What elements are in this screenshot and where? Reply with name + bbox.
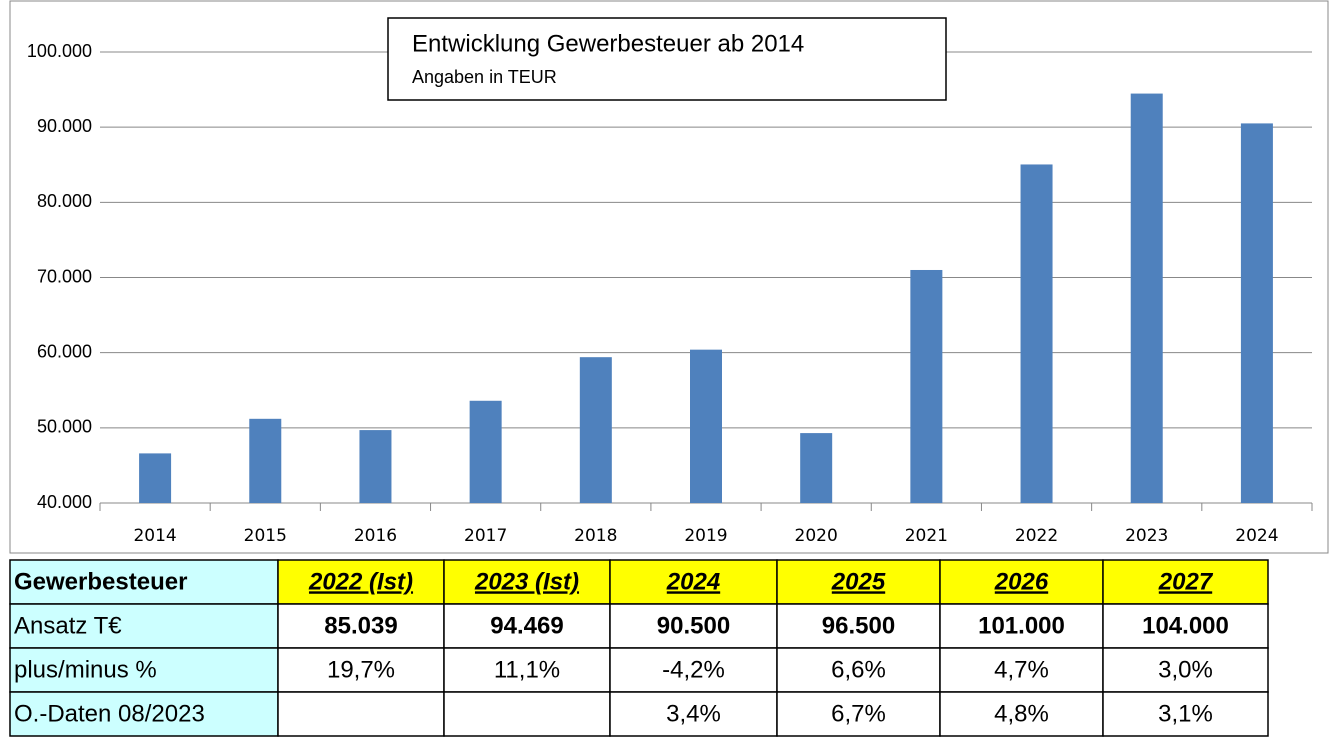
table-cell: [277, 603, 445, 649]
y-tick-label: 60.000: [37, 341, 92, 361]
x-tick-label: 2024: [1235, 526, 1278, 546]
bar: [359, 430, 392, 503]
bar: [579, 357, 612, 503]
title-box: [387, 17, 947, 101]
table-text: 96.500: [822, 612, 895, 639]
y-tick-label: 40.000: [37, 492, 92, 512]
table-text: 6,7%: [831, 700, 886, 727]
table-cell: [1102, 603, 1269, 649]
table-cell: [609, 691, 778, 737]
y-tick-label: 80.000: [37, 191, 92, 211]
y-tick-label: 100.000: [27, 41, 92, 61]
table-text: 6,6%: [831, 656, 886, 683]
table-cell: [9, 691, 279, 737]
x-tick-label: 2016: [354, 526, 397, 546]
table-text: 3,4%: [666, 700, 721, 727]
table-header: 2026: [994, 568, 1049, 595]
table-text: 3,1%: [1158, 700, 1213, 727]
x-tick-label: 2021: [905, 526, 948, 546]
bar: [800, 433, 833, 503]
table-text: 11,1%: [494, 656, 560, 683]
y-tick-label: 90.000: [37, 116, 92, 136]
table-text: O.-Daten 08/2023: [14, 700, 205, 727]
bar: [469, 400, 502, 503]
table-cell: [9, 559, 279, 605]
table-text: -4,2%: [662, 656, 725, 683]
plot: 40.000 50.000 60.000 70.000 80.000 90.000 100.…: [27, 41, 1313, 546]
bar: [1130, 93, 1163, 504]
table-cell: [776, 647, 941, 693]
table-cell: [609, 647, 778, 693]
x-tick-label: 2022: [1015, 526, 1058, 546]
x-tick-label: 2019: [684, 526, 727, 546]
x-tick-label: 2023: [1125, 526, 1168, 546]
table-cell: [9, 647, 279, 693]
y-tick-label: 70.000: [37, 266, 92, 286]
table-header: 2023 (Ist): [474, 568, 579, 595]
bar: [139, 453, 172, 503]
table-text: 85.039: [324, 612, 397, 639]
table-cell: [939, 559, 1104, 605]
table-text: Ansatz T€: [14, 612, 122, 639]
table-cell: [1102, 559, 1269, 605]
table-header: 2022 (Ist): [308, 568, 413, 595]
bar: [910, 269, 943, 503]
table-header: 2025: [831, 568, 886, 595]
table-cell: [443, 603, 611, 649]
table-text: 19,7%: [327, 656, 395, 683]
table-text: 101.000: [978, 612, 1065, 639]
table-text: 3,0%: [1158, 656, 1213, 683]
bar: [690, 349, 722, 503]
table-header: Gewerbesteuer: [14, 568, 187, 595]
x-tick-label: 2015: [244, 526, 287, 546]
table-cell: [1102, 691, 1269, 737]
bar: [1240, 123, 1273, 504]
table-header: 2024: [666, 568, 720, 595]
chart-title: Entwicklung Gewerbesteuer ab 2014: [412, 30, 804, 57]
table-text: 90.500: [657, 612, 730, 639]
y-tick-label: 50.000: [37, 417, 92, 437]
table-cell: [277, 559, 445, 605]
table: Gewerbesteuer 2022 (Ist) 2023 (Ist) 2024 202…: [9, 559, 1269, 737]
table-header: 2027: [1158, 568, 1214, 595]
x-tick-label: 2018: [574, 526, 617, 546]
table-cell: [443, 691, 611, 737]
table-text: plus/minus %: [14, 656, 157, 683]
table-text: 94.469: [490, 612, 563, 639]
table-cell: [776, 691, 941, 737]
table-text: 4,8%: [994, 700, 1049, 727]
table-text: 104.000: [1142, 612, 1229, 639]
bar: [1020, 164, 1053, 503]
table-cell: [776, 559, 941, 605]
chart-subtitle: Angaben in TEUR: [412, 67, 557, 87]
bar: [249, 418, 282, 503]
x-tick-label: 2014: [133, 526, 176, 546]
x-tick-label: 2017: [464, 526, 507, 546]
table-text: 4,7%: [994, 656, 1049, 683]
table-cell: [1102, 647, 1269, 693]
x-tick-label: 2020: [795, 526, 838, 546]
table-cell: [9, 603, 279, 649]
table-cell: [939, 691, 1104, 737]
table-cell: [277, 691, 445, 737]
